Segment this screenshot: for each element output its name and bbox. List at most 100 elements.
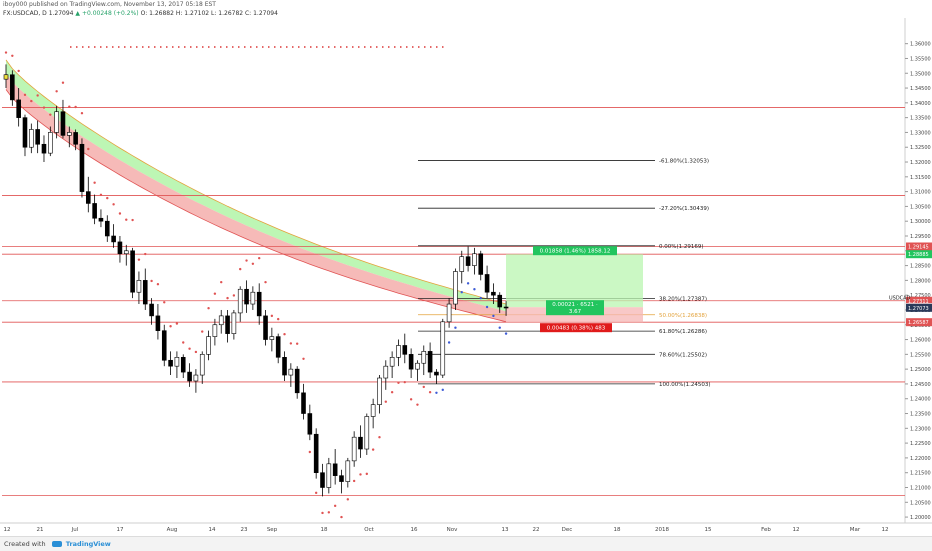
chart-header: iboy000 published on TradingView.com, No… — [0, 0, 932, 22]
sar-dot — [352, 479, 356, 483]
price-label-box — [906, 250, 932, 259]
sar-dot — [49, 113, 52, 116]
sar-dot — [365, 472, 369, 476]
time-tick-label: 18 — [321, 527, 328, 533]
candle-body — [503, 306, 509, 309]
candle-body — [206, 336, 211, 355]
price-tick-label: 1.28000 — [910, 278, 931, 284]
candle-body — [136, 280, 142, 293]
sar-dot — [447, 341, 451, 344]
sar-dot — [112, 203, 115, 206]
sar-dot — [428, 391, 432, 394]
sar-dot — [371, 448, 375, 451]
candle-body — [180, 357, 186, 373]
candle-body — [218, 315, 224, 326]
target-label-box — [533, 246, 617, 256]
candle-body — [193, 374, 199, 382]
candle-body — [402, 345, 408, 355]
candle-body — [453, 271, 458, 305]
candle-body — [459, 256, 465, 272]
candle-body — [351, 436, 357, 462]
time-tick-label: 23 — [241, 527, 248, 533]
sar-dot — [435, 391, 438, 395]
candle-body — [149, 303, 154, 317]
candle-body — [269, 336, 275, 340]
sar-dot — [169, 325, 172, 328]
sar-dot — [397, 381, 400, 384]
target-label: 0.01858 (1.46%) 1858.12 — [540, 249, 611, 255]
candle-body — [313, 433, 319, 473]
sar-dot — [99, 193, 103, 197]
time-tick-label: Dec — [562, 527, 573, 533]
price-tick-label: 1.20500 — [910, 500, 931, 506]
price-tick-label: 1.22000 — [910, 456, 931, 462]
sar-dot — [182, 341, 185, 344]
sar-dot — [23, 93, 27, 97]
time-tick-label: Feb — [761, 527, 771, 533]
time-tick-label: Sep — [267, 527, 278, 533]
ribbon-upper-line — [5, 59, 507, 305]
time-tick-label: 17 — [117, 527, 124, 533]
candle-body — [484, 274, 490, 293]
candle-body — [339, 475, 344, 482]
fib-level-label: 61.80%(1.26286) — [659, 329, 707, 335]
stop-label: 0.00483 (0.38%) 483 — [547, 326, 606, 332]
ribbon-lower-line — [5, 89, 507, 323]
time-tick-label: 2018 — [655, 527, 669, 533]
time-tick-label: Nov — [447, 527, 458, 533]
sar-dot — [504, 332, 508, 335]
fib-level-label: 38.20%(1.27387) — [659, 297, 707, 303]
sar-dot — [201, 330, 204, 333]
candle-body — [440, 321, 446, 376]
candle-body — [212, 324, 218, 337]
sar-dot — [220, 280, 223, 284]
price-chart[interactable]: 1.36000 1.35500 1.35000 1.34500 1.34000 1.335… — [0, 0, 932, 536]
sar-dot — [422, 385, 425, 389]
candle-body — [67, 132, 72, 136]
time-tick-label: 21 — [37, 527, 44, 533]
candle-body — [491, 291, 496, 296]
price-tick-label: 1.29500 — [910, 234, 931, 240]
sar-dot — [163, 301, 166, 304]
candle-body — [383, 365, 389, 379]
candle-body — [60, 111, 66, 136]
price-tick-label: 1.34000 — [910, 101, 931, 107]
candle-body — [472, 253, 477, 266]
sar-dot — [441, 388, 444, 392]
price-tick-label: 1.26000 — [910, 338, 931, 344]
sar-dot — [258, 256, 261, 260]
time-tick-label: 12 — [4, 527, 11, 533]
sar-dot — [390, 391, 394, 394]
sar-dot — [485, 305, 489, 309]
sar-dot — [118, 212, 122, 215]
sar-dot — [213, 292, 217, 295]
candle-body — [415, 362, 420, 370]
candle-body — [307, 413, 313, 435]
target-zone — [506, 254, 643, 308]
sar-dot — [346, 498, 350, 501]
time-tick-label: 22 — [533, 527, 540, 533]
candle-body — [465, 256, 471, 266]
sar-dot — [289, 342, 293, 345]
sar-dot — [74, 105, 77, 109]
price-tick-label: 1.30000 — [910, 219, 931, 225]
ratio-label: 3.67 — [569, 309, 582, 315]
sar-dot — [226, 296, 229, 300]
price-label-box — [906, 303, 932, 312]
price-tick-label: 1.21500 — [910, 471, 931, 477]
sar-dot — [55, 90, 58, 93]
sar-dot — [150, 279, 153, 283]
candle-body — [332, 463, 338, 476]
price-tick-label: 1.21000 — [910, 485, 931, 491]
candle-body — [73, 132, 78, 145]
brand-label: TradingView — [65, 540, 111, 548]
candle-body — [434, 371, 439, 376]
sar-dot — [384, 400, 387, 403]
sar-dot — [30, 99, 33, 103]
sar-dot — [36, 94, 39, 97]
candle-body — [370, 404, 376, 417]
sar-dot — [276, 317, 280, 321]
time-tick-label: 12 — [793, 527, 800, 533]
symbol-label: FX:USDCAD, D — [3, 10, 47, 17]
candle-body — [320, 472, 325, 488]
